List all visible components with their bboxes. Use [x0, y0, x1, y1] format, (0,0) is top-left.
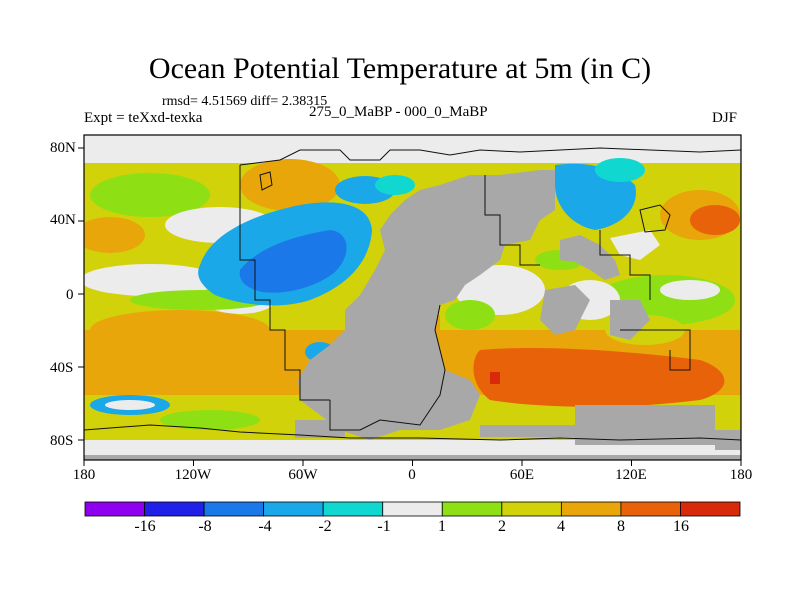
land-south-china	[540, 285, 590, 335]
npac-green	[90, 173, 210, 217]
colorbar-label: 1	[438, 518, 446, 535]
ne-darkorange	[690, 205, 740, 235]
x-tick-label: 60W	[288, 467, 318, 483]
colorbar-label: -1	[377, 518, 391, 535]
coast-antarctic	[83, 424, 742, 441]
colorbar-box	[441, 501, 503, 517]
period-label: 275_0_MaBP - 000_0_MaBP	[309, 104, 488, 120]
spac-orange-2	[85, 352, 165, 372]
x-tick-label: 0	[408, 467, 416, 483]
x-tick-label: 120W	[174, 467, 212, 483]
cold-anomaly-inner	[239, 230, 347, 293]
land-pangea	[298, 170, 555, 440]
coast-interior-2	[599, 230, 651, 300]
colorbar-label: -2	[318, 518, 332, 535]
chart-title: Ocean Potential Temperature at 5m (in C)	[148, 52, 652, 85]
colorbar-label: -16	[134, 518, 156, 535]
colorbar-box	[203, 501, 265, 517]
y-tick-label: 40N	[50, 212, 76, 228]
colorbar-box	[382, 501, 443, 517]
so-green	[160, 410, 260, 430]
coast-south-atlantic	[329, 304, 446, 431]
y-tick-label: 0	[66, 287, 74, 303]
x-tick-marks	[83, 460, 742, 466]
npac-orange-w	[84, 217, 145, 253]
y-tick-label: 80N	[50, 140, 76, 156]
colorbar-box	[680, 501, 741, 517]
coast-west-americas	[239, 165, 330, 401]
na-cyan	[375, 175, 415, 195]
so-darkorange	[473, 348, 725, 407]
colorbar-label: -4	[258, 518, 272, 535]
colorbar-box	[322, 501, 384, 517]
colorbar-box	[84, 501, 145, 517]
x-tick-label: 60E	[509, 467, 535, 483]
coast-east-island	[639, 204, 671, 233]
land-east-block	[560, 235, 620, 280]
npac-orange-e	[240, 159, 340, 211]
colorbar-label: -8	[198, 518, 212, 535]
coast-nw-island	[259, 171, 273, 191]
coast-north	[239, 147, 742, 166]
land-south-pole	[84, 455, 741, 460]
coast-east-1	[620, 329, 691, 371]
east-white-patch	[610, 230, 660, 260]
y-tick-label: 80S	[50, 433, 74, 449]
y-tick-label: 40S	[50, 360, 74, 376]
land-antarctic-1	[480, 425, 595, 437]
season-label: DJF	[712, 110, 738, 126]
x-tick-label: 120E	[615, 467, 647, 483]
colorbar-label: 4	[557, 518, 565, 535]
experiment-label: Expt = teXxd-texka	[84, 110, 203, 126]
colorbar-box	[263, 501, 324, 517]
spac-orange	[90, 310, 270, 350]
colorbar-box	[560, 501, 622, 517]
y-tick-marks	[78, 147, 84, 441]
eq-white-w	[84, 264, 220, 296]
coast-interior-1	[484, 175, 540, 266]
arctic-band	[84, 135, 741, 163]
colorbar-box	[620, 501, 681, 517]
colorbar-box	[501, 501, 562, 517]
colorbar	[84, 501, 741, 517]
colorbar-box	[144, 501, 205, 517]
stats-line: rmsd= 4.51569 diff= 2.38315	[162, 94, 328, 109]
so-red-cell	[490, 372, 500, 384]
colorbar-label: 2	[498, 518, 506, 535]
land-antarctic-4	[715, 430, 741, 450]
e-white	[660, 280, 720, 300]
so-white-1	[105, 400, 155, 410]
ne-cyan	[595, 158, 645, 182]
tethys-green	[445, 300, 495, 330]
colorbar-label: 16	[673, 518, 689, 535]
x-tick-label: 180	[72, 467, 96, 483]
x-tick-label: 180	[729, 467, 753, 483]
land-antarctic-3	[295, 420, 345, 438]
coastlines	[83, 147, 742, 441]
ocean-field	[84, 135, 741, 460]
colorbar-label: 8	[617, 518, 625, 535]
